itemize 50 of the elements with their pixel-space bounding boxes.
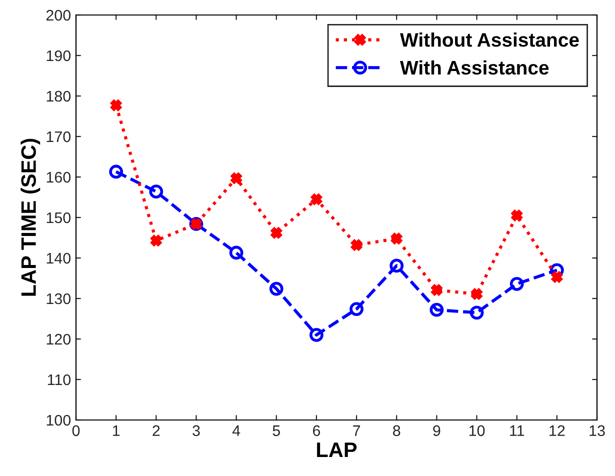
x-tick-label: 13 — [590, 425, 605, 436]
point — [471, 288, 482, 300]
x-tick-label: 6 — [312, 425, 320, 436]
point — [310, 328, 324, 342]
x-axis-title: LAP — [317, 442, 357, 457]
y-tick-label: 140 — [46, 252, 71, 264]
legend-label: Without Assistance — [400, 32, 579, 47]
y-tick-label: 150 — [46, 212, 71, 224]
y-tick-label: 130 — [46, 293, 71, 304]
point — [350, 239, 362, 251]
point — [511, 210, 522, 222]
point — [229, 246, 244, 260]
y-tick-label: 190 — [46, 50, 71, 62]
x-tick-label: 7 — [353, 425, 360, 436]
point — [109, 164, 124, 179]
point — [269, 282, 284, 296]
point — [510, 276, 524, 291]
y-tick-label: 110 — [48, 374, 71, 386]
point — [391, 233, 402, 244]
legend-label: With Assistance — [400, 60, 549, 75]
point — [149, 184, 164, 199]
x-tick-label: 9 — [433, 425, 440, 436]
point — [150, 235, 162, 246]
y-tick-label: 160 — [46, 172, 71, 183]
x-tick-label: 2 — [152, 425, 160, 436]
point — [310, 194, 322, 205]
x-tick-label: 11 — [510, 425, 524, 436]
x-tick-label: 5 — [272, 425, 280, 436]
x-tick-label: 0 — [72, 425, 80, 436]
y-tick-label: 120 — [46, 334, 71, 345]
x-tick-label: 8 — [393, 425, 400, 436]
x-tick-label: 4 — [232, 425, 240, 436]
x-tick-label: 3 — [192, 425, 200, 436]
y-tick-label: 180 — [46, 90, 71, 102]
point — [270, 227, 282, 238]
x-tick-label: 10 — [469, 425, 485, 436]
point — [110, 100, 122, 111]
point — [390, 258, 404, 273]
point — [431, 284, 442, 296]
point — [470, 306, 484, 320]
x-tick-label: 1 — [112, 425, 120, 436]
point — [551, 271, 562, 283]
point — [430, 302, 444, 317]
y-tick-label: 100 — [46, 414, 71, 426]
point — [230, 172, 242, 184]
y-tick-label: 200 — [46, 10, 71, 21]
x-tick-label: 12 — [550, 425, 565, 436]
y-axis-title: LAP TIME (SEC) — [20, 138, 40, 296]
y-tick-label: 170 — [46, 131, 71, 142]
point — [350, 302, 364, 316]
